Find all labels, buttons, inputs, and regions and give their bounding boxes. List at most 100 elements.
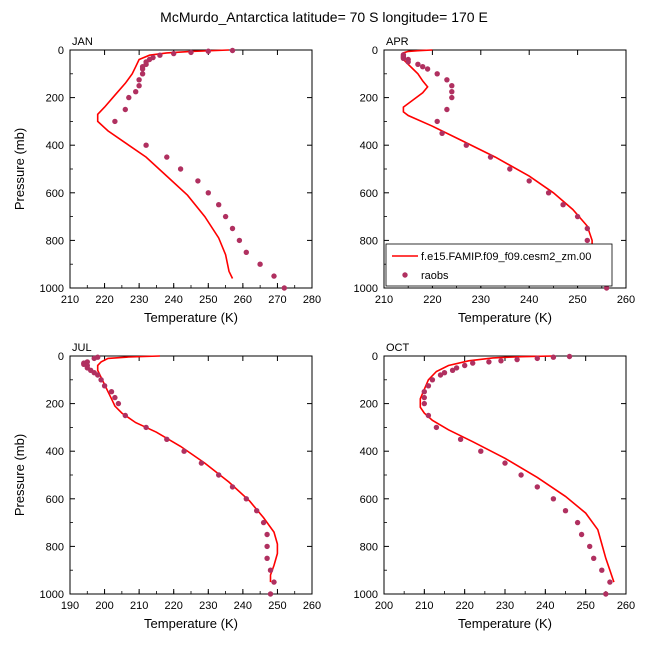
x-tick-label: 260 [617,600,635,612]
raobs-point [486,359,492,365]
raobs-point [437,372,444,378]
raobs-point [91,355,97,362]
panel-jan: JAN 210 220 230 240 250 260 270 280 0 200 400 600 800… [12,36,321,325]
raobs-point [449,367,456,373]
raobs-point [434,71,440,77]
raobs-point [449,89,455,95]
raobs-point [257,261,263,267]
y-tick-label: 200 [360,399,378,411]
raobs-point [164,154,170,160]
raobs-point [112,118,118,125]
x-tick-label: 220 [165,600,183,612]
raobs-point [478,448,484,454]
y-tick-label: 200 [46,93,64,105]
raobs-point [574,519,581,526]
raobs-point [449,94,455,101]
raobs-point [229,47,236,54]
raobs-point [400,55,407,61]
y-tick-label: 800 [360,541,378,553]
raobs-point [143,424,149,431]
x-axis-label: Temperature (K) [144,616,238,631]
raobs-point [534,484,540,490]
model-profile-line [96,355,279,583]
raobs-point [566,353,573,360]
model-profile-line [419,355,615,583]
raobs-point [424,66,431,72]
y-tick-label: 0 [58,45,64,57]
raobs-point [514,356,520,363]
raobs-point [545,190,552,196]
raobs-point [507,166,513,172]
y-tick-label: 400 [46,140,64,152]
raobs-point [139,71,146,77]
y-tick-label: 800 [360,235,378,247]
raobs-point [98,377,104,383]
raobs-point [264,531,270,538]
raobs-point [136,77,142,83]
panel-apr: APR 210 220 230 240 250 260 0 200 400 600 800 1000 Te… [354,36,636,325]
x-tick-label: 260 [234,294,252,306]
x-tick-label: 230 [472,294,490,306]
raobs-point [143,142,149,148]
y-tick-label: 800 [46,235,64,247]
raobs-point [216,472,222,478]
raobs-point [453,365,460,371]
raobs-point [205,48,211,54]
y-tick-label: 400 [360,140,378,152]
y-tick-label: 1000 [354,589,378,601]
raobs-point [599,567,605,573]
legend-model-label: f.e15.FAMIP.f09_f09.cesm2_zm.00 [421,251,591,263]
plot-frame [383,355,627,595]
raobs-point [584,237,590,244]
raobs-point [439,130,445,136]
x-tick-label: 250 [576,600,594,612]
panel-label: OCT [386,342,410,354]
panel-jul: JUL 190 200 210 220 230 240 250 260 0 200 400 600 800… [12,342,321,631]
figure-title: McMurdo_Antarctica latitude= 70 S longit… [160,9,488,25]
raobs-point [171,50,177,57]
raobs-point [562,508,569,514]
raobs-point [429,377,436,383]
y-tick-label: 600 [46,494,64,506]
raobs-point [229,225,236,232]
raobs-point [139,66,146,72]
raobs-point [444,77,450,83]
x-tick-label: 210 [130,600,148,612]
raobs-point [415,61,421,67]
x-tick-label: 250 [199,294,217,306]
x-tick-label: 190 [61,600,79,612]
raobs-point [470,360,476,366]
y-tick-label: 0 [372,351,378,363]
raobs-point [498,358,504,364]
raobs-point [216,202,222,208]
raobs-point [425,412,432,419]
y-tick-label: 0 [372,45,378,57]
raobs-point [264,543,270,550]
raobs-point [254,508,260,514]
x-tick-label: 210 [415,600,433,612]
raobs-point [260,519,267,526]
y-tick-label: 600 [46,188,64,200]
raobs-point [487,154,494,160]
raobs-point [177,166,184,172]
panels: JAN 210 220 230 240 250 260 270 280 0 200 400 600 800… [12,36,635,631]
raobs-point [433,424,440,431]
y-tick-label: 800 [46,541,64,553]
raobs-point [534,355,540,362]
x-tick-label: 240 [520,294,538,306]
raobs-point [198,460,205,466]
raobs-point [136,83,142,89]
x-tick-label: 250 [268,600,286,612]
raobs-point [205,190,211,196]
x-tick-label: 210 [61,294,79,306]
raobs-point [229,484,236,490]
legend-obs-label: raobs [421,270,449,282]
raobs-point [591,555,597,561]
raobs-point [449,83,455,89]
x-tick-label: 220 [423,294,441,306]
raobs-point [441,370,448,376]
legend-box [385,243,613,287]
raobs-point [181,448,187,454]
x-tick-label: 200 [375,600,393,612]
y-axis-label: Pressure (mb) [12,128,27,210]
